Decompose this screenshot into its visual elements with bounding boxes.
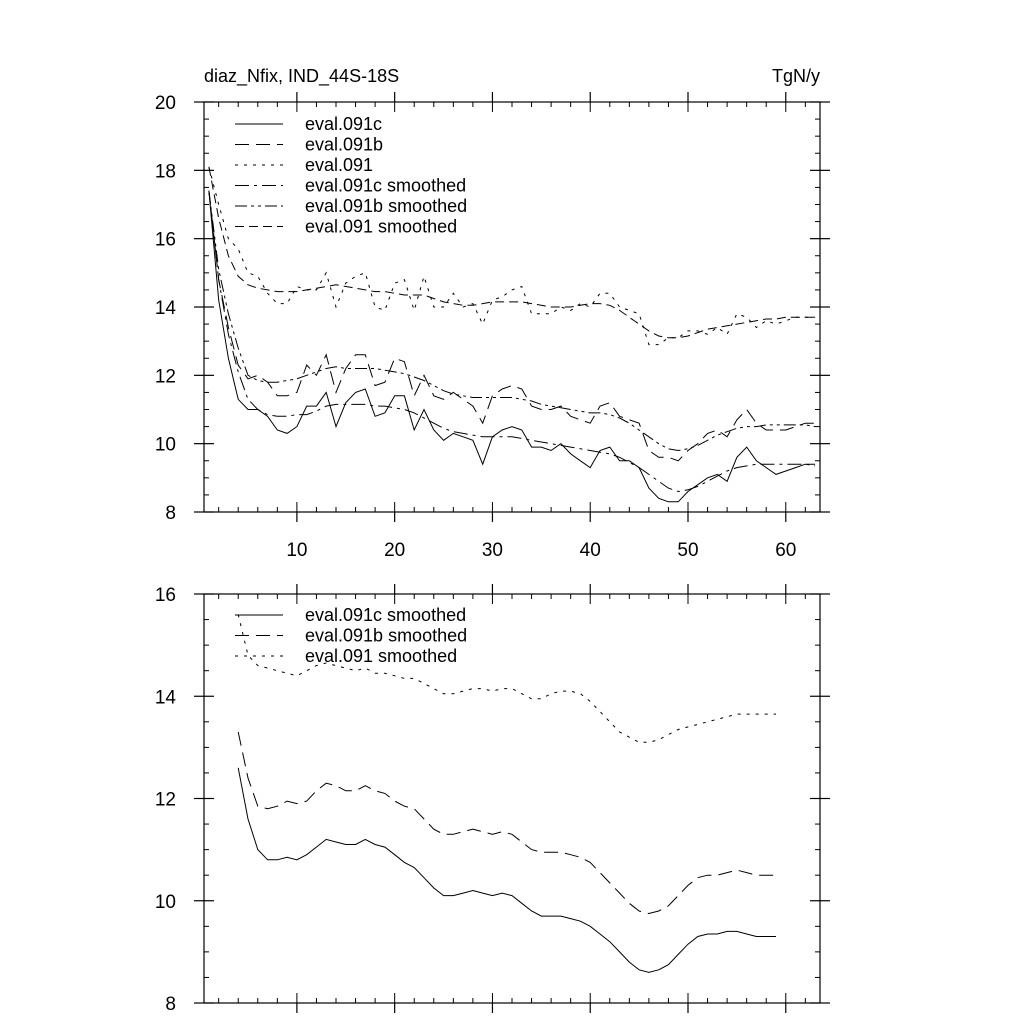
series-line-1 <box>208 190 816 503</box>
legend-label: eval.091c <box>305 114 382 134</box>
series-line-2 <box>208 190 816 462</box>
legend-label: eval.091b smoothed <box>305 626 467 646</box>
y-tick-label: 16 <box>155 585 176 606</box>
y-tick-label: 10 <box>155 892 176 913</box>
series-line-4 <box>208 190 816 493</box>
x-tick-label: 10 <box>286 540 307 561</box>
series-line-3 <box>237 614 776 743</box>
chart-title: diaz_Nfix, IND_44S-18S <box>204 66 399 87</box>
series-line-5 <box>208 190 816 452</box>
x-tick-label: 60 <box>775 540 796 561</box>
y-tick-label: 8 <box>165 503 176 524</box>
legend-label: eval.091b smoothed <box>305 196 467 216</box>
y-tick-label: 16 <box>155 230 176 251</box>
x-tick-label: 20 <box>384 540 405 561</box>
y-tick-label: 10 <box>155 435 176 456</box>
series-line-6 <box>208 166 816 339</box>
legend-label: eval.091c smoothed <box>305 176 466 196</box>
top-chart-panel: diaz_Nfix, IND_44S-18S TgN/y 8 10 12 14 16 18… <box>155 66 830 561</box>
y-tick-label: 12 <box>155 366 176 387</box>
x-tick-label: 30 <box>482 540 503 561</box>
units-label: TgN/y <box>772 66 820 86</box>
y-tick-label: 8 <box>165 994 176 1015</box>
legend-label: eval.091b <box>305 135 383 155</box>
y-tick-label: 20 <box>155 93 176 114</box>
y-tick-label: 14 <box>155 687 177 708</box>
x-tick-label: 50 <box>677 540 698 561</box>
legend-label: eval.091 smoothed <box>305 217 457 237</box>
y-tick-label: 12 <box>155 790 176 811</box>
x-tick-label: 40 <box>580 540 601 561</box>
series-line-1 <box>237 767 776 973</box>
series-line-3 <box>208 166 816 346</box>
plot-frame <box>203 101 821 513</box>
series-line-2 <box>237 731 776 915</box>
y-tick-label: 14 <box>155 298 177 319</box>
legend-label: eval.091c smoothed <box>305 605 466 625</box>
y-tick-label: 18 <box>155 161 176 182</box>
plot-frame <box>203 593 821 1004</box>
legend-label: eval.091 smoothed <box>305 646 457 666</box>
legend-label: eval.091 <box>305 155 373 175</box>
